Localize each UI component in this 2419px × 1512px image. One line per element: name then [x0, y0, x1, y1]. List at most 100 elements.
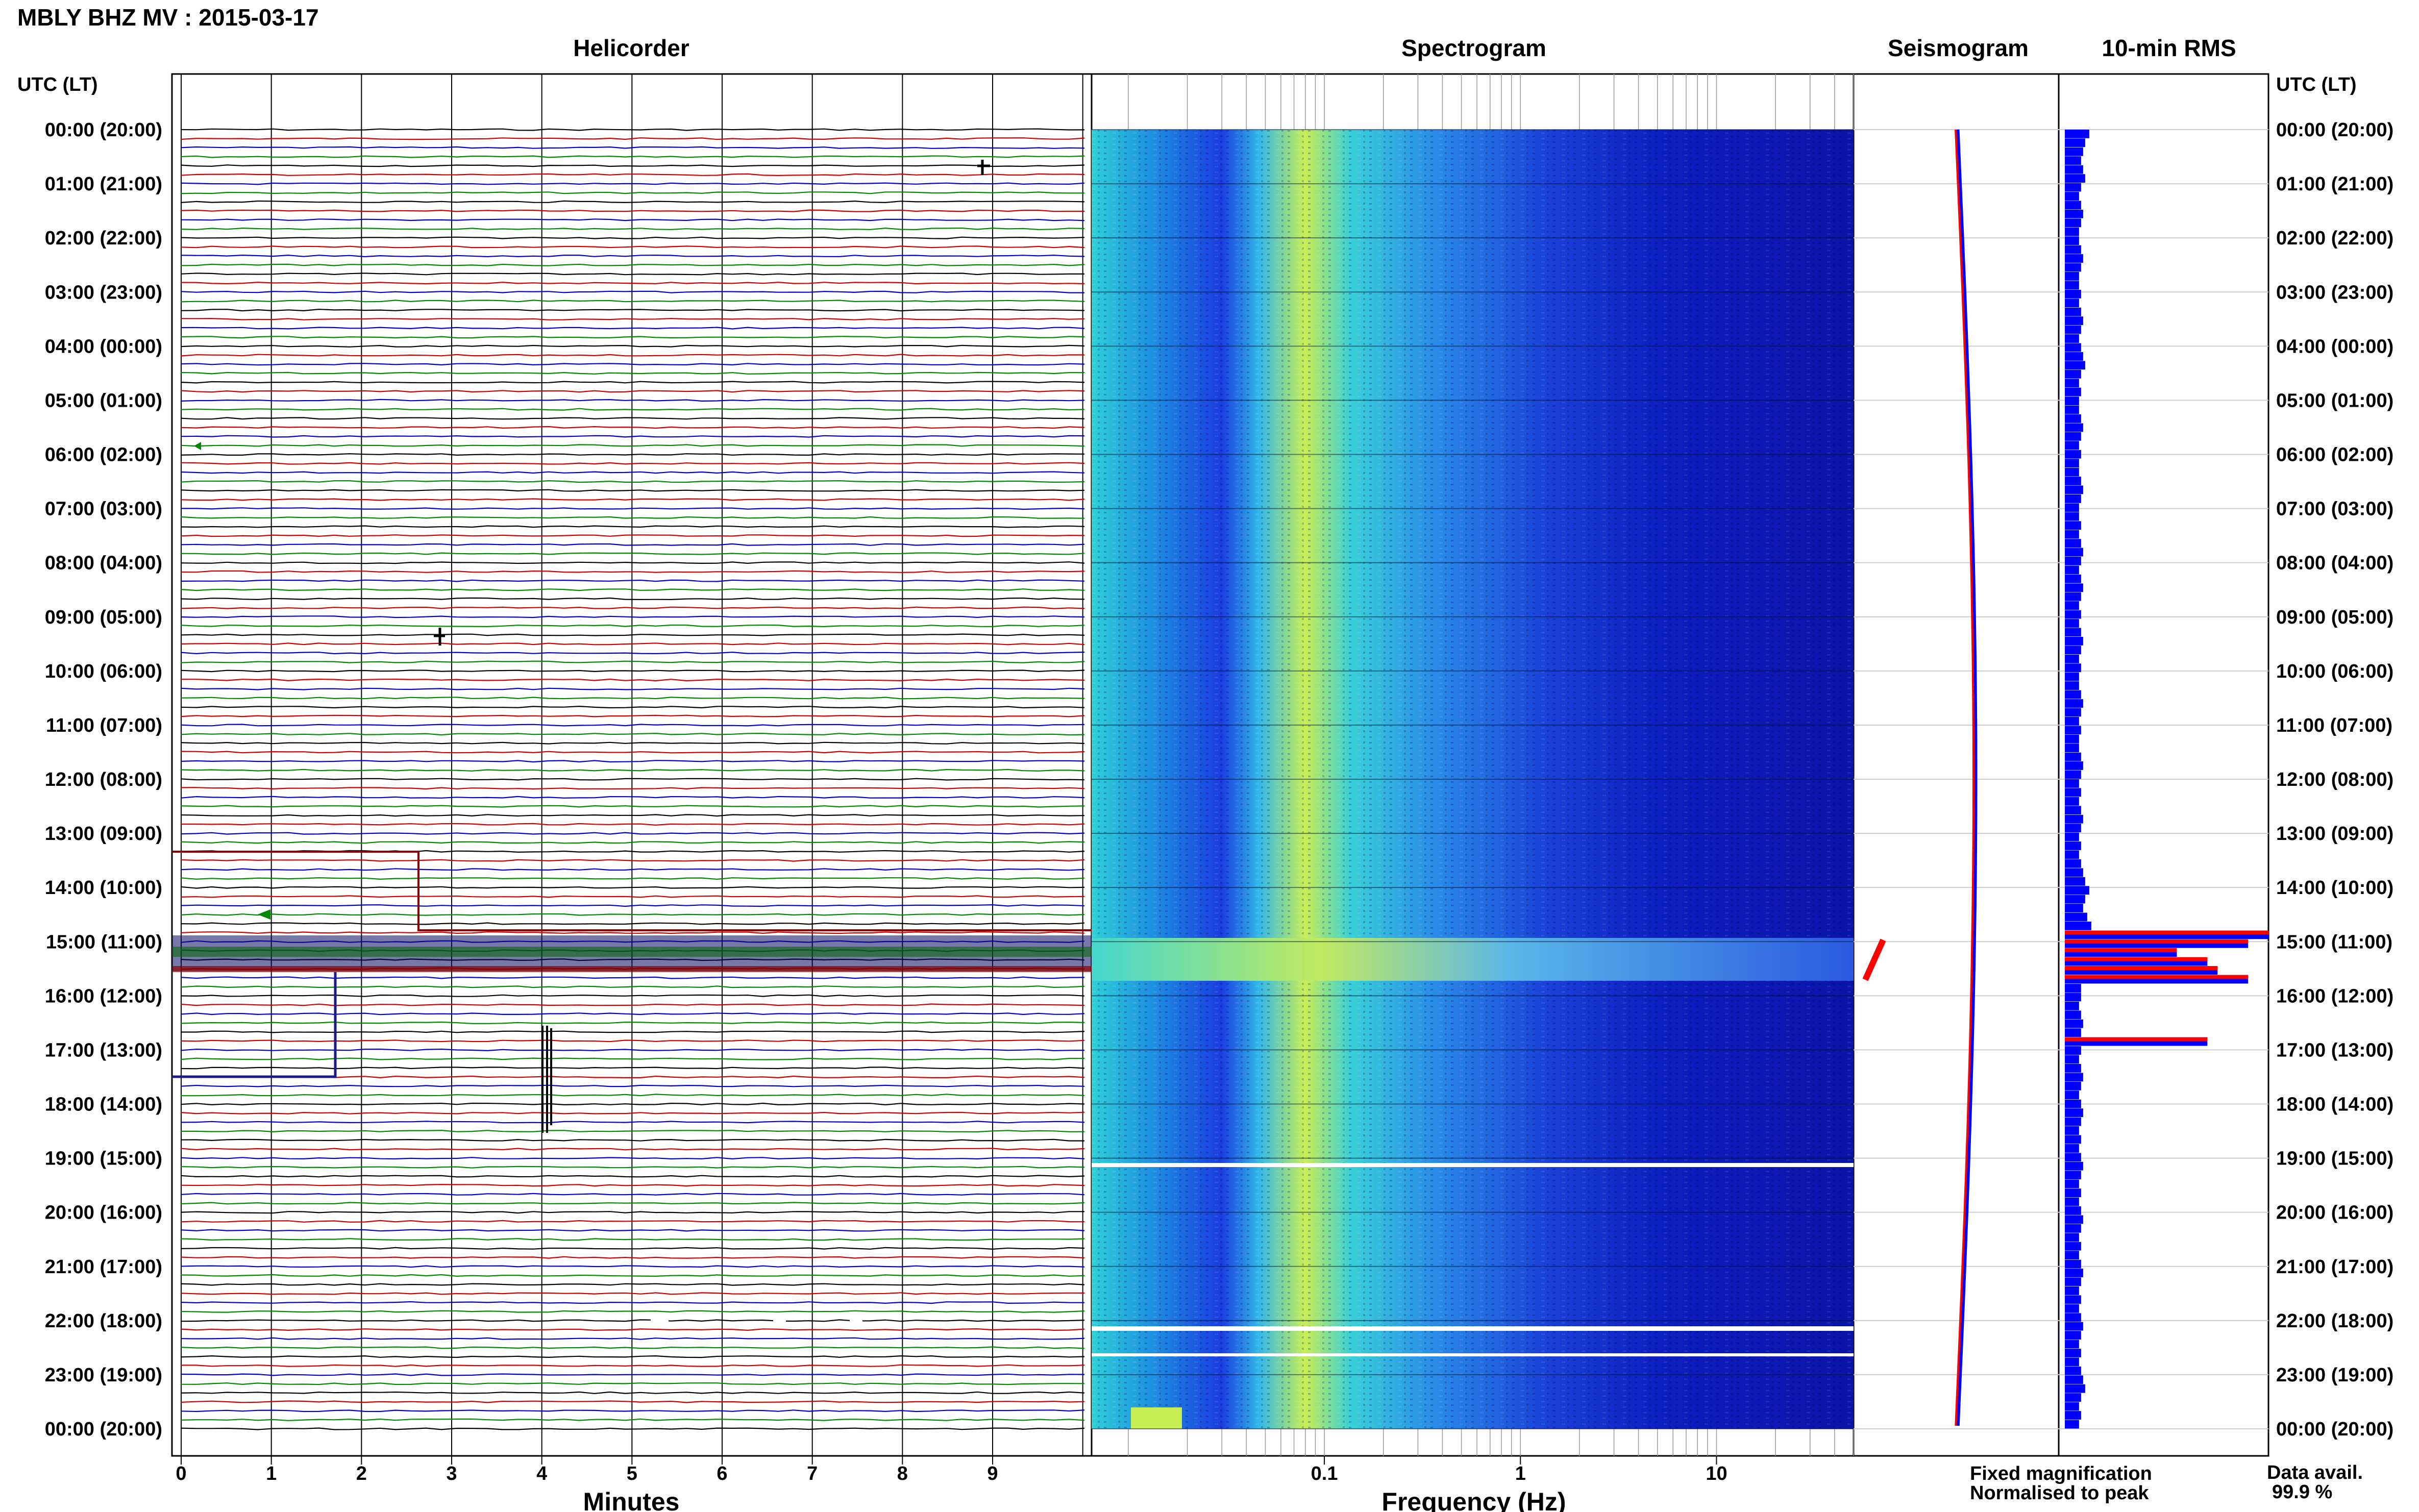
helicorder-trace — [180, 363, 1085, 366]
rms-bar — [2065, 877, 2085, 886]
rms-bar — [2065, 663, 2081, 673]
helicorder-trace — [180, 859, 1085, 862]
rms-bar — [2065, 619, 2079, 628]
rms-bar-normalised — [2065, 1037, 2208, 1042]
rms-bar — [2065, 1171, 2081, 1180]
time-label-left: 12:00 (08:00) — [45, 769, 162, 790]
helicorder-trace — [180, 868, 1085, 871]
rms-bar — [2065, 201, 2081, 210]
data-avail-label: Data avail. — [2267, 1462, 2363, 1483]
time-label-left: 17:00 (13:00) — [45, 1039, 162, 1061]
rms-bar — [2065, 165, 2083, 174]
helicorder-trace — [180, 308, 1085, 312]
helicorder-trace — [180, 236, 1085, 239]
spectrogram-title: Spectrogram — [1401, 35, 1546, 61]
seismogram-panel — [1853, 73, 2060, 1457]
helicorder-trace — [180, 200, 1085, 204]
time-label-right: 00:00 (20:00) — [2276, 1419, 2393, 1440]
rms-bar — [2065, 1322, 2083, 1331]
time-label-left: 01:00 (21:00) — [45, 173, 162, 195]
time-label-left: 02:00 (22:00) — [45, 228, 162, 249]
rms-bar — [2065, 1055, 2079, 1064]
rms-bar — [2065, 637, 2083, 646]
helicorder-trace — [180, 417, 1085, 420]
helicorder-trace — [180, 895, 1085, 898]
helicorder-trace — [180, 435, 1085, 438]
frequency-axis: 0.1 1 10 — [1311, 1456, 1727, 1484]
helicorder-trace — [180, 1319, 1085, 1322]
rms-bar — [2065, 654, 2079, 663]
helicorder-trace — [180, 1409, 1085, 1412]
rms-bar — [2065, 601, 2079, 610]
rms-bar — [2065, 1002, 2079, 1010]
rms-bar — [2065, 752, 2081, 761]
rms-bar — [2065, 450, 2081, 459]
helicorder-trace — [180, 1166, 1085, 1169]
rms-bar — [2065, 1366, 2081, 1375]
rms-bar — [2065, 583, 2083, 592]
time-label-right: 17:00 (13:00) — [2276, 1039, 2393, 1061]
helicorder-trace — [180, 426, 1085, 429]
helicorder-trace — [180, 787, 1085, 790]
time-label-left: 13:00 (09:00) — [45, 823, 162, 845]
seis-normalised-trace — [1955, 129, 1974, 1426]
rms-bar — [2065, 797, 2079, 806]
rms-bar — [2065, 734, 2079, 743]
seismogram-plot — [1854, 129, 2059, 1429]
rms-bar-normalised — [2065, 975, 2249, 979]
helicorder-trace — [180, 841, 1085, 844]
rms-bar — [2065, 1304, 2079, 1313]
minute-tick-label: 7 — [807, 1463, 818, 1484]
spectrogram-gap-1 — [1092, 1163, 1854, 1167]
helicorder-trace — [180, 670, 1085, 673]
rms-bar — [2065, 379, 2079, 388]
rms-bar-normalised — [2065, 957, 2208, 961]
rms-bar — [2065, 824, 2081, 832]
rms-bar — [2065, 316, 2083, 325]
helicorder-trace — [180, 1292, 1085, 1295]
rms-bar — [2065, 1081, 2081, 1090]
helicorder-trace — [180, 227, 1085, 231]
helicorder-events — [172, 160, 1092, 1322]
figure-title: MBLY BHZ MV : 2015-03-17 — [17, 4, 319, 31]
rms-bar — [2065, 1411, 2081, 1420]
rms-bar — [2065, 646, 2081, 655]
time-label-left: 10:00 (06:00) — [45, 661, 162, 682]
offset-step-1445 — [172, 851, 1092, 931]
rms-bar — [2065, 841, 2081, 850]
rms-bar — [2065, 245, 2081, 254]
rms-bar — [2065, 1099, 2081, 1108]
helicorder-trace — [180, 805, 1085, 808]
rms-bar — [2065, 299, 2079, 308]
rms-bar — [2065, 334, 2079, 343]
helicorder-trace — [180, 976, 1085, 979]
rms-bar — [2065, 459, 2079, 467]
helicorder-trace — [180, 453, 1085, 456]
helicorder-trace — [180, 1211, 1084, 1214]
helicorder-trace — [180, 1067, 1085, 1070]
helicorder-trace — [180, 705, 1085, 709]
time-label-left: 00:00 (20:00) — [45, 1419, 162, 1440]
time-label-right: 05:00 (01:00) — [2276, 390, 2393, 411]
rms-bar — [2065, 806, 2081, 815]
rms-bar — [2065, 343, 2081, 352]
helicorder-trace — [180, 1355, 1085, 1358]
time-label-right: 04:00 (00:00) — [2276, 336, 2393, 357]
spectrogram-gap-2 — [1092, 1326, 1854, 1331]
helicorder-trace — [180, 1247, 1085, 1250]
time-label-left: 22:00 (18:00) — [45, 1310, 162, 1332]
helicorder-trace — [180, 1346, 1085, 1349]
helicorder-trace — [180, 922, 1085, 925]
rms-bar — [2065, 743, 2079, 752]
helicorder-trace — [180, 1382, 1085, 1385]
minutes-axis-label: Minutes — [583, 1488, 680, 1512]
rms-bar — [2065, 1073, 2083, 1082]
rms-bar — [2065, 548, 2083, 557]
helicorder-title: Helicorder — [573, 35, 689, 61]
helicorder-trace — [181, 128, 1085, 131]
rms-bar — [2065, 610, 2081, 619]
rms-bar — [2065, 1010, 2081, 1020]
rms-bar — [2065, 147, 2083, 156]
rms-bar — [2065, 174, 2085, 183]
helicorder-trace — [180, 1157, 1085, 1160]
